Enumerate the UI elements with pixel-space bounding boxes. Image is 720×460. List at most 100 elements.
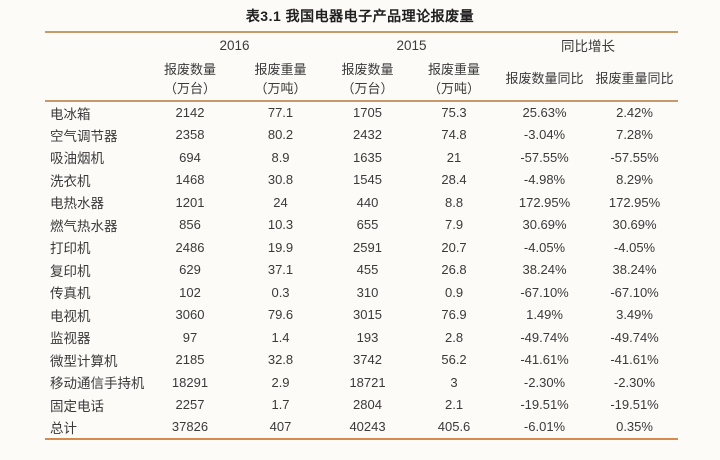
table-row: 洗衣机 1468 30.8 1545 28.4 -4.98% 8.29%	[45, 169, 678, 192]
table-row: 微型计算机 2185 32.8 3742 56.2 -41.61% -41.61%	[45, 349, 678, 372]
value-cell: 7.28%	[616, 127, 653, 143]
value-cell: 2.9	[271, 374, 290, 390]
value-cell: 32.8	[267, 352, 294, 368]
product-name-cell: 打印机	[50, 241, 91, 257]
table-row: 总计 37826 407 40243 405.6 -6.01% 0.35%	[45, 416, 678, 439]
value-cell: 2358	[175, 127, 205, 143]
value-cell: 1545	[353, 172, 382, 188]
value-cell: 18291	[171, 374, 209, 390]
value-cell: 8.9	[271, 149, 290, 165]
value-cell: 2804	[353, 397, 382, 413]
value-cell: 2.1	[444, 397, 464, 413]
value-cell: 0.35%	[616, 419, 653, 435]
value-cell: 172.95%	[608, 194, 661, 210]
value-cell: 172.95%	[518, 194, 571, 210]
value-cell: 455	[356, 262, 379, 278]
value-cell: 1201	[175, 194, 205, 210]
value-cell: 24	[273, 194, 288, 210]
value-cell: 8.8	[444, 194, 464, 210]
year-header-2015: 2015	[396, 37, 427, 53]
col-header-label: 报废数量	[341, 61, 394, 77]
value-cell: 56.2	[441, 352, 467, 368]
value-cell: -6.01%	[523, 419, 566, 435]
table-row: 电热水器 1201 24 440 8.8 172.95% 172.95%	[45, 191, 678, 214]
value-cell: -49.74%	[520, 329, 569, 345]
col-header-label: 报废数量	[163, 61, 216, 77]
value-cell: 2.8	[444, 329, 464, 345]
col-header-weight-2016: 报废重量 （万吨）	[236, 57, 326, 102]
value-cell: 20.7	[441, 239, 467, 255]
value-cell: 407	[269, 419, 292, 435]
value-cell: 10.3	[267, 217, 294, 233]
value-cell: 1468	[175, 172, 205, 188]
value-cell: 3015	[353, 307, 382, 323]
value-cell: 37.1	[267, 262, 294, 278]
table-row: 复印机 629 37.1 455 26.8 38.24% 38.24%	[45, 259, 678, 282]
value-cell: -19.51%	[520, 397, 569, 413]
product-name-cell: 吸油烟机	[50, 151, 104, 167]
value-cell: -2.30%	[613, 374, 656, 390]
value-cell: 629	[179, 262, 201, 278]
scrap-volume-table: 2016 2015 同比增长 报废数量 （万台） 报废重量 （万吨） 报废数量 …	[45, 31, 679, 440]
product-name-cell: 传真机	[50, 286, 91, 302]
value-cell: -49.74%	[610, 329, 659, 345]
yoy-growth-header: 同比增长	[561, 39, 616, 54]
year-header-row: 2016 2015 同比增长	[45, 32, 678, 57]
value-cell: 26.8	[441, 262, 467, 278]
value-cell: -4.05%	[523, 239, 566, 255]
col-header-unit: （万台）	[341, 80, 394, 96]
value-cell: 440	[356, 194, 379, 210]
col-header-unit: （万台）	[163, 80, 216, 96]
value-cell: 30.69%	[612, 217, 657, 233]
value-cell: -19.51%	[610, 397, 659, 413]
value-cell: 3.49%	[616, 307, 653, 323]
column-header-row: 报废数量 （万台） 报废重量 （万吨） 报废数量 （万台） 报废重量 （万吨） …	[45, 57, 679, 102]
value-cell: 8.29%	[616, 172, 653, 188]
value-cell: -4.05%	[613, 239, 656, 255]
value-cell: 2432	[353, 127, 382, 143]
product-name-cell: 洗衣机	[50, 173, 91, 189]
value-cell: 18721	[349, 374, 386, 390]
col-header-label: 报废重量	[428, 61, 481, 77]
col-header-qty-yoy: 报废数量同比	[498, 57, 592, 102]
product-name-cell: 移动通信手持机	[50, 376, 144, 392]
col-header-weight-yoy: 报废重量同比	[591, 57, 679, 102]
value-cell: -3.04%	[523, 127, 566, 143]
value-cell: 38.24%	[522, 262, 567, 278]
value-cell: 30.69%	[522, 217, 567, 233]
blank-header-cell	[45, 32, 144, 57]
table-row: 电冰箱 2142 77.1 1705 75.3 25.63% 2.42%	[45, 101, 678, 124]
value-cell: 2.42%	[616, 105, 653, 121]
value-cell: 856	[179, 217, 201, 233]
value-cell: 1.7	[271, 397, 290, 413]
table-row: 吸油烟机 694 8.9 1635 21 -57.55% -57.55%	[45, 146, 678, 169]
product-name-cell: 电冰箱	[50, 106, 91, 122]
value-cell: 694	[179, 149, 201, 165]
col-header-qty-2016: 报废数量 （万台）	[144, 57, 236, 102]
table-header: 2016 2015 同比增长 报废数量 （万台） 报废重量 （万吨） 报废数量 …	[45, 32, 679, 102]
value-cell: -2.30%	[523, 374, 566, 390]
table-title: 表3.1 我国电器电子产品理论报废量	[245, 8, 475, 24]
product-name-cell: 监视器	[50, 331, 91, 347]
table-body: 电冰箱 2142 77.1 1705 75.3 25.63% 2.42% 空气调节器 2358 8…	[45, 101, 679, 439]
value-cell: -67.10%	[610, 284, 659, 300]
value-cell: 21	[446, 149, 462, 165]
product-name-cell: 电热水器	[50, 196, 104, 212]
value-cell: 2257	[175, 397, 205, 413]
value-cell: 25.63%	[522, 105, 567, 121]
value-cell: 1.4	[271, 329, 290, 345]
value-cell: 310	[356, 284, 379, 300]
year-header-2016: 2016	[219, 37, 250, 53]
value-cell: 2185	[175, 352, 205, 368]
value-cell: 7.9	[444, 217, 464, 233]
value-cell: 102	[179, 284, 201, 300]
table-row: 监视器 97 1.4 193 2.8 -49.74% -49.74%	[45, 326, 678, 349]
value-cell: -57.55%	[520, 149, 569, 165]
value-cell: 2486	[175, 239, 205, 255]
col-header-unit: （万吨）	[428, 80, 481, 96]
product-name-cell: 电视机	[50, 308, 91, 324]
value-cell: 37826	[171, 419, 209, 435]
value-cell: 77.1	[267, 105, 294, 121]
col-header-qty-2015: 报废数量 （万台）	[325, 57, 411, 102]
table-row: 电视机 3060 79.6 3015 76.9 1.49% 3.49%	[45, 304, 678, 327]
